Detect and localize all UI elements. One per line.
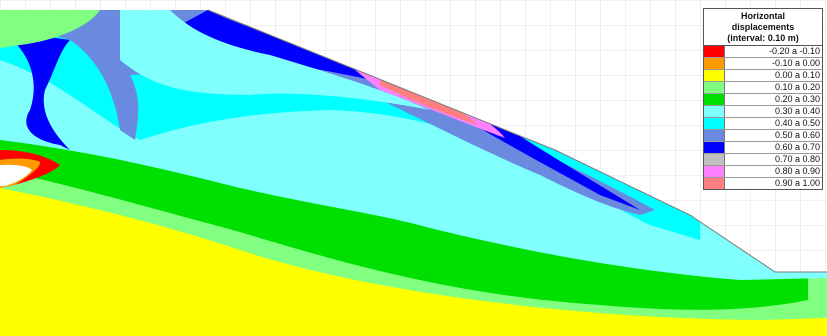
zone-light-cyan-upper <box>120 10 430 110</box>
legend-label: 0.70 a 0.80 <box>774 154 820 164</box>
legend-swatch <box>704 70 725 81</box>
legend-title-line-3: (interval: 0.10 m) <box>727 33 799 43</box>
slope-surface-outline <box>207 9 827 273</box>
zone-blue-upper <box>180 10 640 210</box>
legend-item: 0.90 a 1.00 <box>704 178 822 189</box>
legend-item: 0.70 a 0.80 <box>704 154 822 166</box>
legend-swatch <box>704 46 725 57</box>
legend-swatch <box>704 130 725 141</box>
legend-item: 0.30 a 0.40 <box>704 106 822 118</box>
zone-blue <box>0 30 70 150</box>
legend-rows: -0.20 a -0.10 -0.10 a 0.00 0.00 a 0.10 0.10… <box>704 46 822 189</box>
legend-swatch <box>704 166 725 177</box>
legend-swatch <box>704 142 725 153</box>
legend-swatch <box>704 58 725 69</box>
legend-item: -0.20 a -0.10 <box>704 46 822 58</box>
legend-label: 0.40 a 0.50 <box>774 118 820 128</box>
legend-label: -0.20 a -0.10 <box>768 46 820 56</box>
legend-title-line-1: Horizontal <box>741 11 785 21</box>
legend: Horizontal displacements (interval: 0.10… <box>703 8 823 190</box>
legend-label: 0.90 a 1.00 <box>774 178 820 188</box>
legend-swatch <box>704 94 725 105</box>
legend-swatch <box>704 178 725 189</box>
legend-item: 0.50 a 0.60 <box>704 130 822 142</box>
legend-item: 0.20 a 0.30 <box>704 94 822 106</box>
legend-item: 0.00 a 0.10 <box>704 70 822 82</box>
legend-title-line-2: displacements <box>731 22 795 32</box>
legend-swatch <box>704 82 725 93</box>
legend-item: 0.80 a 0.90 <box>704 166 822 178</box>
legend-label: 0.10 a 0.20 <box>774 82 820 92</box>
legend-swatch <box>704 118 725 129</box>
legend-label: 0.60 a 0.70 <box>774 142 820 152</box>
zone-white-void <box>0 164 32 186</box>
zone-red-spot <box>0 150 60 185</box>
legend-title: Horizontal displacements (interval: 0.10… <box>704 9 822 46</box>
legend-label: 0.00 a 0.10 <box>774 70 820 80</box>
legend-item: 0.10 a 0.20 <box>704 82 822 94</box>
legend-swatch <box>704 154 725 165</box>
legend-label: 0.50 a 0.60 <box>774 130 820 140</box>
legend-label: 0.30 a 0.40 <box>774 106 820 116</box>
legend-label: 0.80 a 0.90 <box>774 166 820 176</box>
legend-item: 0.60 a 0.70 <box>704 142 822 154</box>
legend-swatch <box>704 106 725 117</box>
legend-item: -0.10 a 0.00 <box>704 58 822 70</box>
legend-label: -0.10 a 0.00 <box>771 58 820 68</box>
legend-label: 0.20 a 0.30 <box>774 94 820 104</box>
legend-item: 0.40 a 0.50 <box>704 118 822 130</box>
zone-green-crest <box>0 10 100 48</box>
